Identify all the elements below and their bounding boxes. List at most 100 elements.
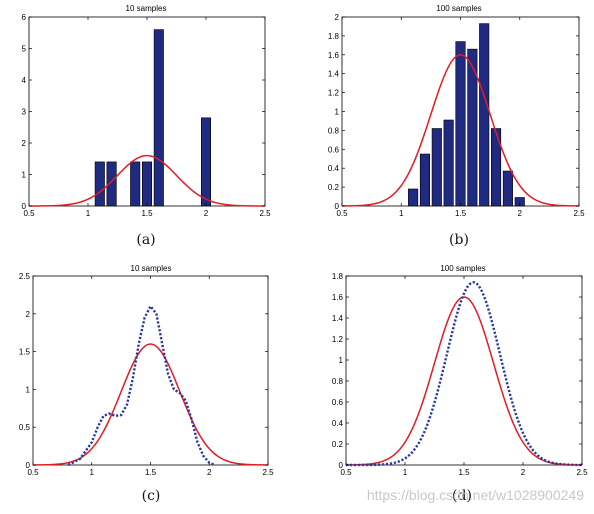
panel-a-ticks: 0.5 1 1.5 2 2.5 0 1 2 3 4 5 6 bbox=[22, 13, 272, 218]
panel-b-bars bbox=[408, 23, 525, 207]
panel-b-lines bbox=[341, 54, 580, 207]
panel-c-xtick-label: 1 bbox=[90, 468, 95, 477]
panel-b-bar bbox=[408, 188, 419, 207]
panel-b-bar bbox=[431, 128, 442, 207]
panel-d: 100 samples 0.5 1 1.5 2 2.5 0 0.2 0.4 0.6 0.8 1 1.2… bbox=[332, 264, 588, 504]
panel-d-ytick-label: 1.4 bbox=[332, 314, 344, 323]
panel-a-bars bbox=[94, 29, 212, 207]
panel-c-ytick-label: 0.5 bbox=[19, 423, 31, 432]
panel-a-xtick-label: 2 bbox=[204, 209, 209, 218]
panel-b-caption: (b) bbox=[449, 232, 469, 248]
panel-b-bar bbox=[467, 48, 478, 207]
panel-a-ytick-label: 4 bbox=[22, 76, 27, 85]
panel-b-ytick-label: 1.2 bbox=[328, 89, 340, 98]
panel-d-series-solid-line bbox=[345, 296, 583, 466]
panel-b-bar bbox=[419, 153, 430, 207]
panel-c-ytick-label: 1.5 bbox=[19, 348, 31, 357]
panel-d-xtick-label: 1 bbox=[403, 468, 408, 477]
panel-b-bar bbox=[479, 23, 490, 207]
panel-c-title: 10 samples bbox=[131, 264, 172, 273]
panel-d-xtick-label: 2 bbox=[521, 468, 526, 477]
panel-b-ytick-label: 0.2 bbox=[328, 183, 340, 192]
panel-b-ytick-label: 1.6 bbox=[328, 51, 340, 60]
panel-b-ytick-label: 0.4 bbox=[328, 164, 340, 173]
panel-a-bar bbox=[141, 161, 153, 207]
panel-a-bar bbox=[106, 161, 117, 207]
panel-b-bar bbox=[443, 119, 454, 207]
panel-b-bar bbox=[502, 170, 513, 207]
watermark-text: https://blog.csdn.net/w1028900249 bbox=[367, 487, 584, 503]
panel-b-ytick-label: 2 bbox=[335, 13, 340, 22]
panel-d-ytick-label: 1.2 bbox=[332, 335, 344, 344]
panel-a-ytick-label: 0 bbox=[22, 202, 27, 211]
panel-a-xtick-label: 2.5 bbox=[259, 209, 271, 218]
panel-d-ticks: 0.5 1 1.5 2 2.5 0 0.2 0.4 0.6 0.8 1 1.2 1.4 1.6 1.8 bbox=[332, 272, 588, 477]
panel-d-ytick-label: 0.8 bbox=[332, 377, 344, 386]
panel-a-bar bbox=[200, 117, 212, 207]
panel-d-ytick-label: 0.4 bbox=[332, 419, 344, 428]
panel-b-ytick-label: 1.4 bbox=[328, 70, 340, 79]
panel-a-bar bbox=[130, 161, 141, 207]
panel-c-ticks: 0.5 1 1.5 2 2.500.511.522.5 bbox=[19, 272, 274, 477]
panel-b-series-solid-line bbox=[341, 54, 580, 207]
panel-d-ytick-label: 1.8 bbox=[332, 272, 344, 281]
panel-b: 100 samples 0.5 1 1.5 2 2.5 0 0.2 0.4 0.6 0.8 1 1.2… bbox=[328, 4, 585, 248]
panel-c-xtick-label: 0.5 bbox=[27, 468, 39, 477]
panel-c-lines bbox=[32, 304, 269, 467]
panel-c-series-dotted-line bbox=[67, 304, 216, 467]
panel-a-xtick-label: 1.5 bbox=[141, 209, 153, 218]
panel-b-ytick-label: 1.8 bbox=[328, 32, 340, 41]
panel-c-series-solid-line bbox=[32, 343, 269, 466]
panel-a-series-solid-line bbox=[29, 154, 265, 207]
panel-d-xtick-label: 1.5 bbox=[458, 468, 470, 477]
panel-b-xtick-label: 1.5 bbox=[455, 209, 467, 218]
panel-d-series-dotted-line bbox=[346, 281, 583, 467]
panel-c-xtick-label: 2.5 bbox=[262, 468, 274, 477]
panel-c-xtick-label: 1.5 bbox=[145, 468, 157, 477]
panel-d-xtick-label: 2.5 bbox=[576, 468, 588, 477]
panel-d-axes-box bbox=[345, 275, 583, 466]
panel-a-bar bbox=[153, 29, 164, 207]
panel-c-ytick-label: 1 bbox=[26, 385, 31, 394]
panel-d-ytick-label: 0.2 bbox=[332, 440, 344, 449]
panel-a: 10 samples 0.5 1 1.5 2 2.5 0 1 2 3 4 5 6 (a) bbox=[22, 4, 272, 248]
panel-b-ytick-label: 1 bbox=[335, 108, 340, 117]
panel-b-ytick-label: 0.8 bbox=[328, 126, 340, 135]
panel-d-ytick-label: 1 bbox=[339, 356, 344, 365]
panel-c-axes-box bbox=[32, 275, 269, 466]
panel-a-bar bbox=[94, 161, 105, 207]
panel-d-caption: (d) bbox=[452, 488, 472, 504]
panel-a-ytick-label: 5 bbox=[22, 45, 27, 54]
panel-c-ytick-label: 2.5 bbox=[19, 272, 31, 281]
panel-d-xtick-label: 0.5 bbox=[340, 468, 352, 477]
panel-d-title: 100 samples bbox=[440, 264, 485, 273]
panel-b-bar bbox=[455, 41, 466, 207]
panel-a-ytick-label: 2 bbox=[22, 139, 27, 148]
panel-b-xtick-label: 2 bbox=[518, 209, 523, 218]
panel-a-caption: (a) bbox=[136, 232, 155, 248]
panel-c-caption: (c) bbox=[142, 488, 161, 504]
panel-b-xtick-label: 1 bbox=[399, 209, 404, 218]
panel-a-xtick-label: 1 bbox=[86, 209, 91, 218]
panel-b-xtick-label: 2.5 bbox=[573, 209, 585, 218]
panel-a-ytick-label: 6 bbox=[22, 13, 27, 22]
panel-a-ytick-label: 3 bbox=[22, 108, 27, 117]
panel-b-bar bbox=[491, 128, 502, 207]
panel-a-ytick-label: 1 bbox=[22, 171, 27, 180]
panel-c-ytick-label: 0 bbox=[26, 461, 31, 470]
panel-d-ytick-label: 0.6 bbox=[332, 398, 344, 407]
panel-b-ytick-label: 0 bbox=[335, 202, 340, 211]
panel-d-ytick-label: 1.6 bbox=[332, 293, 344, 302]
panel-a-lines bbox=[29, 154, 265, 207]
panel-d-lines bbox=[345, 281, 583, 467]
panel-a-title: 10 samples bbox=[126, 4, 167, 13]
panel-c-xtick-label: 2 bbox=[207, 468, 212, 477]
panel-c: 10 samples 0.5 1 1.5 2 2.500.511.522.5 (c) bbox=[19, 264, 274, 504]
panel-d-ytick-label: 0 bbox=[339, 461, 344, 470]
panel-c-ytick-label: 2 bbox=[26, 310, 31, 319]
panel-a-xtick-label: 0.5 bbox=[23, 209, 35, 218]
panel-b-title: 100 samples bbox=[436, 4, 481, 13]
panel-b-ytick-label: 0.6 bbox=[328, 145, 340, 154]
panel-b-ticks: 0.5 1 1.5 2 2.5 0 0.2 0.4 0.6 0.8 1 1.2 1.4 1.6 1.8 2 bbox=[328, 13, 585, 218]
